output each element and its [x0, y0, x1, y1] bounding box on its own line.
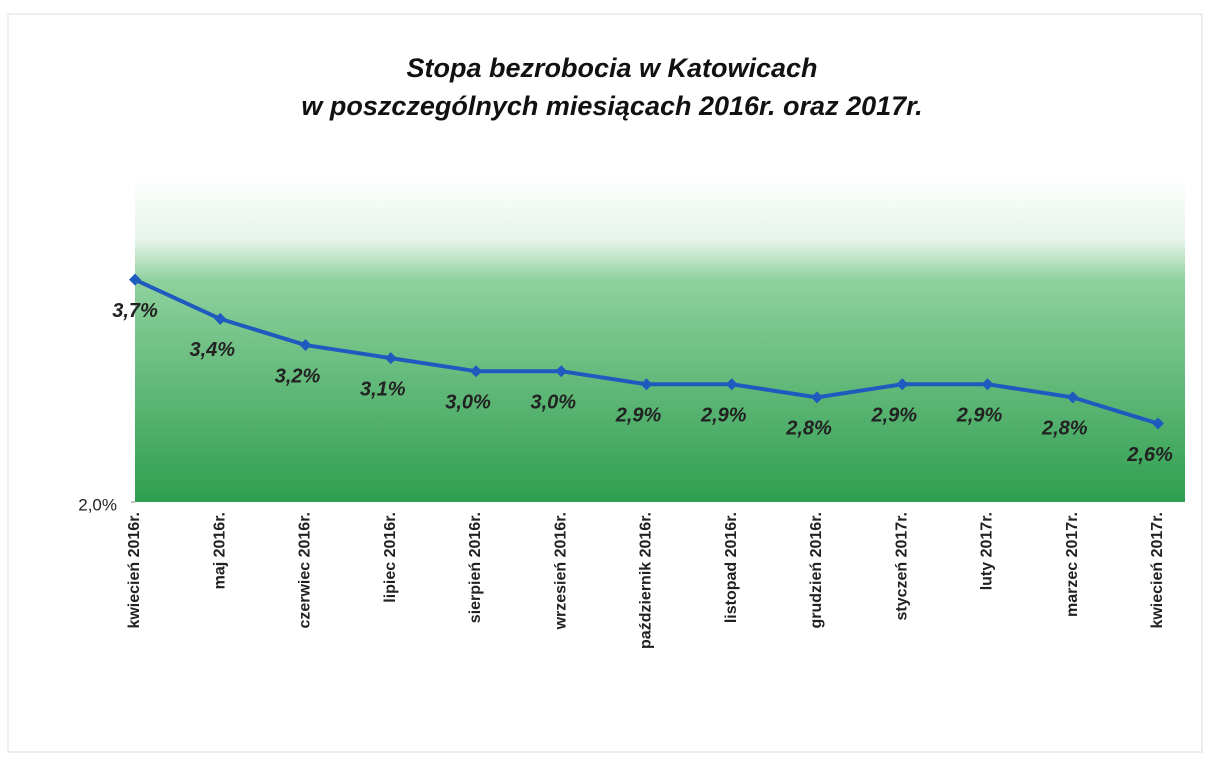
- plot-area: [135, 175, 1185, 502]
- marker: [640, 378, 653, 391]
- value-label: 3,1%: [360, 378, 406, 400]
- value-label: 2,9%: [870, 405, 917, 427]
- chart-subtitle: w poszczególnych miesiącach 2016r. oraz …: [301, 91, 922, 121]
- x-tick-label: sierpień 2016r.: [467, 512, 484, 623]
- x-tick-label: grudzień 2016r.: [808, 512, 825, 629]
- x-tick-label: maj 2016r.: [211, 512, 228, 589]
- marker: [1066, 391, 1079, 404]
- marker: [555, 365, 568, 378]
- x-tick-label: marzec 2017r.: [1064, 512, 1081, 617]
- x-tick-label: czerwiec 2016r.: [297, 512, 314, 629]
- x-tick-label: styczeń 2017r.: [893, 512, 910, 621]
- value-label: 3,0%: [530, 391, 576, 413]
- marker: [981, 378, 994, 391]
- value-label: 2,9%: [615, 405, 662, 427]
- value-label: 2,8%: [785, 418, 832, 440]
- marker: [896, 378, 909, 391]
- marker: [214, 312, 227, 325]
- value-label: 2,6%: [1126, 444, 1173, 466]
- x-tick-label: luty 2017r.: [979, 512, 996, 590]
- value-label: 3,0%: [445, 391, 491, 413]
- marker: [1152, 417, 1164, 430]
- x-tick-label: lipiec 2016r.: [382, 512, 399, 603]
- x-tick-label: kwiecień 2017r.: [1149, 512, 1166, 629]
- marker: [470, 365, 482, 378]
- value-label: 3,7%: [112, 300, 158, 322]
- marker: [811, 391, 823, 404]
- value-label: 2,9%: [956, 405, 1003, 427]
- marker: [725, 378, 738, 391]
- value-label: 2,9%: [700, 405, 747, 427]
- x-tick-label: listopad 2016r.: [723, 512, 740, 623]
- x-tick-label: kwiecień 2016r.: [126, 512, 143, 629]
- value-label: 2,8%: [1041, 418, 1088, 440]
- chart-title: Stopa bezrobocia w Katowicach: [406, 53, 817, 83]
- value-label: 3,4%: [189, 339, 235, 361]
- x-tick-label: wrzesień 2016r.: [552, 512, 569, 630]
- marker: [384, 352, 397, 365]
- x-tick-label: październik 2016r.: [638, 512, 655, 649]
- marker: [129, 273, 141, 286]
- marker: [299, 339, 312, 352]
- y-tick-label: 2,0%: [78, 495, 117, 514]
- value-label: 3,2%: [275, 365, 321, 387]
